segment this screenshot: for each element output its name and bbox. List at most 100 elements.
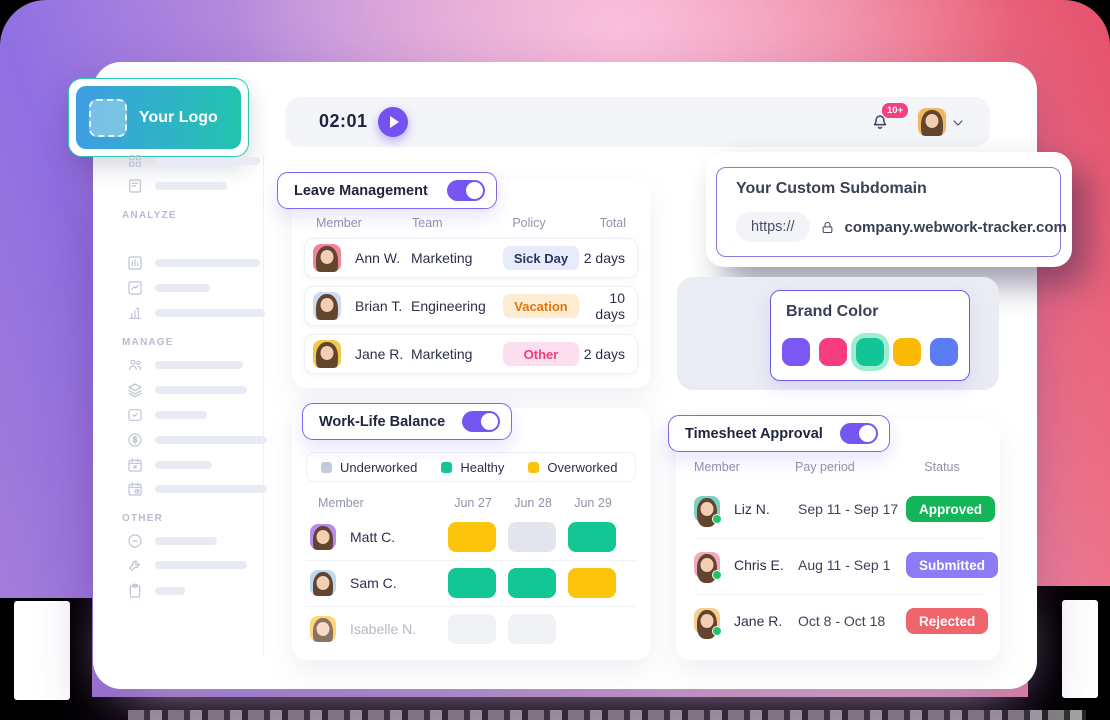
table-row: Chris E. Aug 11 - Sep 1 Submitted xyxy=(676,540,1000,590)
table-row: Sam C. xyxy=(304,560,638,606)
sidebar-item-requests[interactable] xyxy=(127,583,185,599)
sidebar-section-manage: MANAGE xyxy=(122,337,174,348)
tasks-icon xyxy=(128,409,142,421)
timesheet-approval-card: Member Pay period Status Liz N. Sep 11 -… xyxy=(676,420,1000,660)
sidebar-item-chat[interactable] xyxy=(127,533,217,549)
table-row: Liz N. Sep 11 - Sep 17 Approved xyxy=(676,484,1000,534)
logo-placeholder-icon xyxy=(89,98,127,137)
skeleton-bar xyxy=(155,361,243,369)
sidebar-section-analyze: ANALYZE xyxy=(122,210,177,221)
sidebar-item-report[interactable] xyxy=(127,178,227,194)
skeleton-bar xyxy=(155,284,210,292)
tools-icon xyxy=(129,560,140,571)
legend-item: Underworked xyxy=(321,460,417,475)
sidebar-item-productivity[interactable] xyxy=(127,305,265,321)
notification-badge: 10+ xyxy=(881,102,910,119)
legend-label: Healthy xyxy=(460,459,505,475)
sidebar-item-reports[interactable] xyxy=(127,255,260,271)
work-life-balance-header: Work-Life Balance xyxy=(302,403,512,440)
team-icon xyxy=(129,359,141,371)
day-block xyxy=(508,522,556,552)
sidebar-item-activity[interactable] xyxy=(127,280,210,296)
color-swatch[interactable] xyxy=(893,338,921,366)
chat-icon xyxy=(128,534,142,548)
film-strip-artifact xyxy=(128,710,1086,720)
sidebar-item-projects[interactable] xyxy=(127,382,247,398)
bar-chart-icon xyxy=(128,256,142,270)
table-row: Isabelle N. xyxy=(304,606,638,652)
user-avatar[interactable] xyxy=(918,108,946,136)
skeleton-bar xyxy=(155,386,247,394)
policy-badge: Other xyxy=(503,342,579,366)
sidebar-item-dashboard[interactable] xyxy=(127,153,260,169)
color-swatch[interactable] xyxy=(819,338,847,366)
team-name: Marketing xyxy=(411,250,473,266)
color-swatch[interactable] xyxy=(782,338,810,366)
day-blocks xyxy=(448,614,616,644)
work-life-balance-toggle[interactable] xyxy=(462,411,500,432)
sidebar-section-other: OTHER xyxy=(122,513,163,524)
row-divider xyxy=(306,560,636,561)
table-row: Matt C. xyxy=(304,514,638,560)
color-swatch[interactable] xyxy=(930,338,958,366)
total-days: 2 days xyxy=(583,346,625,362)
column-header: Jun 29 xyxy=(574,496,612,510)
color-swatch-selected[interactable] xyxy=(856,338,884,366)
leave-management-toggle[interactable] xyxy=(447,180,485,201)
sidebar-item-leave[interactable] xyxy=(127,457,212,473)
sidebar-item-team[interactable] xyxy=(127,357,243,373)
feature-title: Work-Life Balance xyxy=(319,413,446,430)
skeleton-bar xyxy=(155,309,265,317)
legend-item: Healthy xyxy=(441,460,504,475)
healthy-swatch xyxy=(441,461,453,473)
member-name: Matt C. xyxy=(350,529,396,545)
avatar xyxy=(310,570,336,596)
column-header: Jun 28 xyxy=(514,496,552,510)
avatar xyxy=(694,552,722,583)
avatar xyxy=(310,524,336,550)
skeleton-bar xyxy=(155,587,185,595)
sidebar-item-tools[interactable] xyxy=(127,557,247,573)
dashboard-icon xyxy=(129,155,141,167)
brand-swatch-row xyxy=(782,338,958,366)
calendar-x-icon xyxy=(128,458,142,472)
avatar xyxy=(694,608,722,639)
frame-artifact-left xyxy=(14,601,70,700)
leave-management-card: Member Team Policy Total Ann W. Marketin… xyxy=(292,180,650,388)
day-blocks xyxy=(448,568,616,598)
skeleton-bar xyxy=(155,182,227,190)
total-days: 2 days xyxy=(583,250,625,266)
logo-card[interactable]: Your Logo xyxy=(68,78,249,157)
skeleton-bar xyxy=(155,485,267,493)
sidebar-item-finances[interactable] xyxy=(127,432,267,448)
avatar xyxy=(313,292,341,320)
avatar xyxy=(313,244,341,272)
play-icon[interactable] xyxy=(378,107,408,137)
timesheet-approval-toggle[interactable] xyxy=(840,423,878,444)
team-name: Engineering xyxy=(411,298,486,314)
sidebar-item-tasks[interactable] xyxy=(127,407,207,423)
legend-label: Overworked xyxy=(547,459,618,475)
domain-value: company.webwork-tracker.com xyxy=(844,218,1067,236)
member-name: Brian T. xyxy=(355,298,403,314)
bell-icon[interactable] xyxy=(869,110,891,132)
logo-button: Your Logo xyxy=(76,86,241,149)
day-block xyxy=(568,522,616,552)
policy-badge: Vacation xyxy=(503,294,579,318)
table-row: Jane R. Marketing Other 2 days xyxy=(304,334,638,374)
table-row: Ann W. Marketing Sick Day 2 days xyxy=(304,238,638,278)
legend-item: Overworked xyxy=(528,460,617,475)
pay-period: Sep 11 - Sep 17 xyxy=(798,501,899,517)
day-blocks xyxy=(448,522,616,552)
sidebar-item-schedule[interactable] xyxy=(127,481,267,497)
layers-icon xyxy=(128,383,142,398)
avatar xyxy=(694,496,722,527)
member-name: Isabelle N. xyxy=(350,621,417,637)
status-badge: Submitted xyxy=(906,552,998,578)
subdomain-field[interactable]: https:// company.webwork-tracker.com xyxy=(736,212,1067,242)
skeleton-bar xyxy=(155,537,217,545)
chevron-down-icon[interactable] xyxy=(950,115,966,131)
avatar xyxy=(313,340,341,368)
row-divider xyxy=(694,594,982,595)
